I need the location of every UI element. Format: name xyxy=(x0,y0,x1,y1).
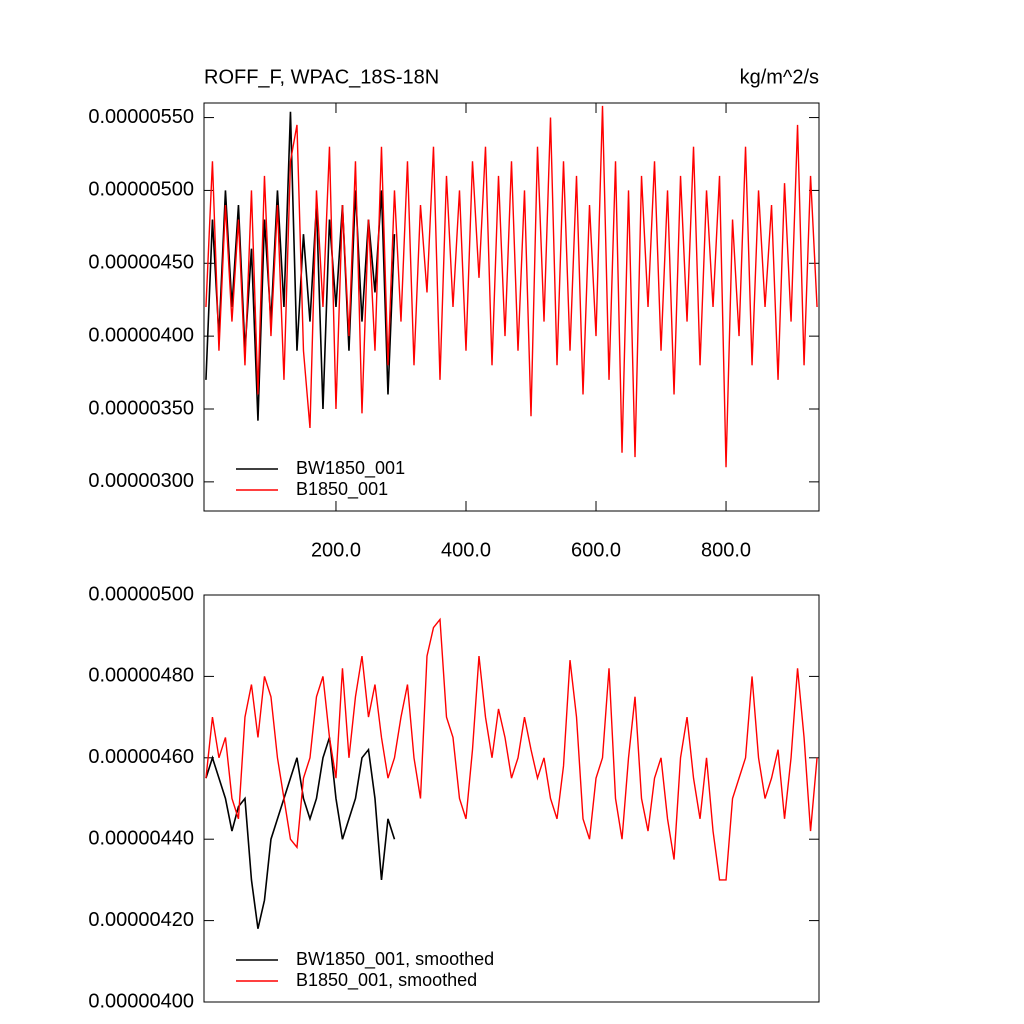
y-tick-label: 0.00000350 xyxy=(88,397,194,419)
x-tick-label: 600.0 xyxy=(571,539,621,561)
legend-label: B1850_001, smoothed xyxy=(296,970,477,991)
y-tick-label: 0.00000550 xyxy=(88,106,194,128)
y-tick-label: 0.00000420 xyxy=(88,909,194,931)
chart-title: ROFF_F, WPAC_18S-18N xyxy=(204,66,439,88)
y-tick-label: 0.00000440 xyxy=(88,827,194,849)
plot-frame xyxy=(203,594,820,1003)
y-tick-label: 0.00000400 xyxy=(88,990,194,1012)
y-tick-label: 0.00000460 xyxy=(88,746,194,768)
y-tick-label: 0.00000450 xyxy=(88,252,194,274)
y-tick-label: 0.00000300 xyxy=(88,470,194,492)
x-tick-label: 400.0 xyxy=(441,539,491,561)
x-tick-label: 200.0 xyxy=(311,539,361,561)
y-tick-label: 0.00000400 xyxy=(88,324,194,346)
plot-frame xyxy=(203,102,820,512)
series-line xyxy=(205,111,396,421)
series-line xyxy=(205,105,818,468)
x-tick-label: 800.0 xyxy=(701,539,751,561)
y-tick-label: 0.00000500 xyxy=(88,179,194,201)
legend-label: B1850_001 xyxy=(296,479,388,500)
units-label: kg/m^2/s xyxy=(740,66,819,88)
y-tick-label: 0.00000480 xyxy=(88,665,194,687)
series-line xyxy=(205,737,396,929)
legend-label: BW1850_001, smoothed xyxy=(296,949,494,970)
legend-label: BW1850_001 xyxy=(296,458,405,479)
y-tick-label: 0.00000500 xyxy=(88,583,194,605)
series-line xyxy=(205,617,818,881)
